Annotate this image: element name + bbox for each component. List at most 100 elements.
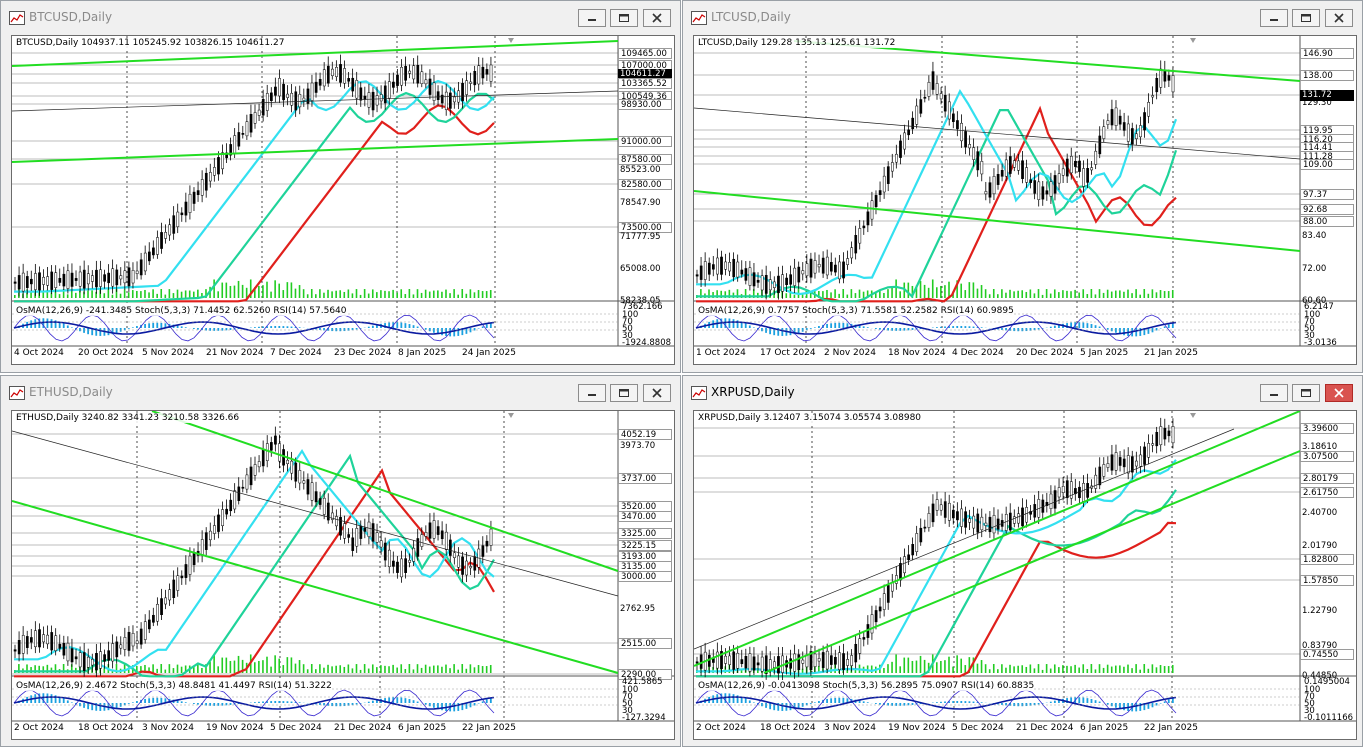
xrp-chart-area[interactable]: XRPUSD,Daily 3.12407 3.15074 3.05574 3.0… bbox=[693, 410, 1357, 740]
close-button[interactable] bbox=[1325, 384, 1353, 402]
eth-title-bar[interactable]: ETHUSD,Daily bbox=[1, 376, 680, 410]
osma-bar bbox=[237, 703, 240, 705]
close-button[interactable] bbox=[643, 384, 671, 402]
ma-slow-line bbox=[696, 521, 1177, 678]
btc-chart-area[interactable]: BTCUSD,Daily 104937.11 105245.92 103826.… bbox=[11, 35, 675, 365]
volume-bar bbox=[156, 668, 158, 673]
ltc-chart-window[interactable]: LTCUSD,Daily LTCUSD,Daily 129.28 135.13 … bbox=[682, 0, 1363, 373]
volume-bar bbox=[887, 664, 889, 673]
osma-bar bbox=[1123, 703, 1125, 711]
minimize-button[interactable] bbox=[578, 9, 606, 27]
btc-price-chart bbox=[12, 36, 674, 347]
osma-bar bbox=[952, 701, 955, 703]
candle-body bbox=[477, 65, 481, 85]
volume-bar bbox=[388, 666, 390, 673]
ma-fast-line bbox=[696, 459, 1177, 675]
volume-bar bbox=[1009, 289, 1011, 298]
osma-bar bbox=[205, 328, 207, 331]
btc-chart-window[interactable]: BTCUSD,Daily BTCUSD,Daily 104937.11 1052… bbox=[0, 0, 681, 373]
volume-bar bbox=[278, 658, 281, 673]
volume-bar bbox=[75, 292, 77, 298]
chart-shift-marker bbox=[508, 413, 514, 418]
osma-bar bbox=[1167, 324, 1170, 328]
candle-body bbox=[152, 614, 155, 623]
volume-bar bbox=[221, 282, 224, 298]
candle-body bbox=[17, 640, 21, 655]
date-label: 23 Dec 2024 bbox=[334, 348, 392, 358]
volume-bar bbox=[919, 280, 922, 298]
osma-bar bbox=[91, 703, 94, 711]
minimize-button[interactable] bbox=[578, 384, 606, 402]
price-label: 97.37 bbox=[1300, 189, 1354, 200]
volume-bar bbox=[842, 289, 845, 298]
date-label: 20 Oct 2024 bbox=[78, 348, 134, 358]
restore-button[interactable] bbox=[610, 384, 638, 402]
restore-button[interactable] bbox=[1292, 384, 1320, 402]
minimize-button[interactable] bbox=[1260, 9, 1288, 27]
osma-bar bbox=[437, 328, 439, 335]
volume-bar bbox=[396, 667, 398, 673]
volume-bar bbox=[258, 285, 260, 298]
candle-body bbox=[469, 81, 473, 84]
candle-body bbox=[1049, 493, 1053, 509]
volume-bar bbox=[1005, 292, 1007, 298]
candle-body bbox=[184, 564, 188, 578]
candle-body bbox=[720, 256, 723, 275]
volume-bar bbox=[270, 291, 272, 298]
osma-bar bbox=[274, 325, 277, 328]
osma-bar bbox=[294, 326, 297, 328]
xrp-chart-window[interactable]: XRPUSD,Daily XRPUSD,Daily 3.12407 3.1507… bbox=[682, 375, 1363, 747]
candle-body bbox=[322, 497, 326, 515]
btc-title-bar[interactable]: BTCUSD,Daily bbox=[1, 1, 680, 35]
candle-body bbox=[131, 270, 135, 284]
candle-body bbox=[78, 652, 82, 668]
close-button[interactable] bbox=[643, 9, 671, 27]
candle-body bbox=[392, 560, 395, 567]
restore-button[interactable] bbox=[610, 9, 638, 27]
candle-body bbox=[473, 70, 477, 86]
xrp-title-bar[interactable]: XRPUSD,Daily bbox=[683, 376, 1362, 410]
volume-bar bbox=[936, 287, 938, 298]
close-button[interactable] bbox=[1325, 9, 1353, 27]
rsi-line bbox=[695, 696, 1177, 710]
volume-bar bbox=[1163, 291, 1166, 298]
ltc-title-bar[interactable]: LTCUSD,Daily bbox=[683, 1, 1362, 35]
candle-body bbox=[160, 232, 163, 249]
volume-bar bbox=[891, 286, 893, 298]
date-label: 2 Oct 2024 bbox=[14, 723, 64, 733]
osma-bar bbox=[339, 703, 342, 707]
osma-bar bbox=[367, 701, 370, 703]
volume-bar bbox=[388, 291, 390, 298]
candle-body bbox=[886, 166, 890, 184]
indicator-label: 50 bbox=[622, 324, 633, 334]
candle-body bbox=[278, 78, 281, 97]
candle-body bbox=[387, 81, 391, 99]
candle-body bbox=[339, 517, 342, 536]
indicator-label: -3.0136 bbox=[1304, 338, 1337, 348]
volume-bar bbox=[432, 665, 435, 673]
chart-window-icon bbox=[9, 386, 25, 400]
restore-button[interactable] bbox=[1292, 9, 1320, 27]
candle-body bbox=[225, 508, 228, 515]
candle-body bbox=[1008, 512, 1012, 531]
volume-bar bbox=[1163, 666, 1166, 673]
volume-bar bbox=[846, 669, 849, 673]
candle-body bbox=[1147, 443, 1150, 458]
candle-body bbox=[489, 64, 493, 82]
ltc-chart-area[interactable]: LTCUSD,Daily 129.28 135.13 125.61 131.72… bbox=[693, 35, 1357, 365]
osma-bar bbox=[781, 703, 784, 711]
date-label: 2 Oct 2024 bbox=[696, 723, 746, 733]
price-label: 103365.52 bbox=[618, 78, 672, 89]
osma-bar bbox=[744, 323, 747, 328]
candle-body bbox=[457, 555, 460, 568]
volume-bar bbox=[420, 292, 423, 298]
candle-body bbox=[1029, 511, 1033, 515]
volume-bar bbox=[899, 291, 901, 298]
osma-bar bbox=[1021, 328, 1024, 332]
eth-chart-area[interactable]: ETHUSD,Daily 3240.82 3341.23 3210.58 332… bbox=[11, 410, 675, 740]
eth-chart-window[interactable]: ETHUSD,Daily ETHUSD,Daily 3240.82 3341.2… bbox=[0, 375, 681, 747]
osma-bar bbox=[388, 697, 391, 703]
candle-body bbox=[858, 638, 862, 654]
minimize-button[interactable] bbox=[1260, 384, 1288, 402]
volume-bar bbox=[148, 667, 150, 673]
